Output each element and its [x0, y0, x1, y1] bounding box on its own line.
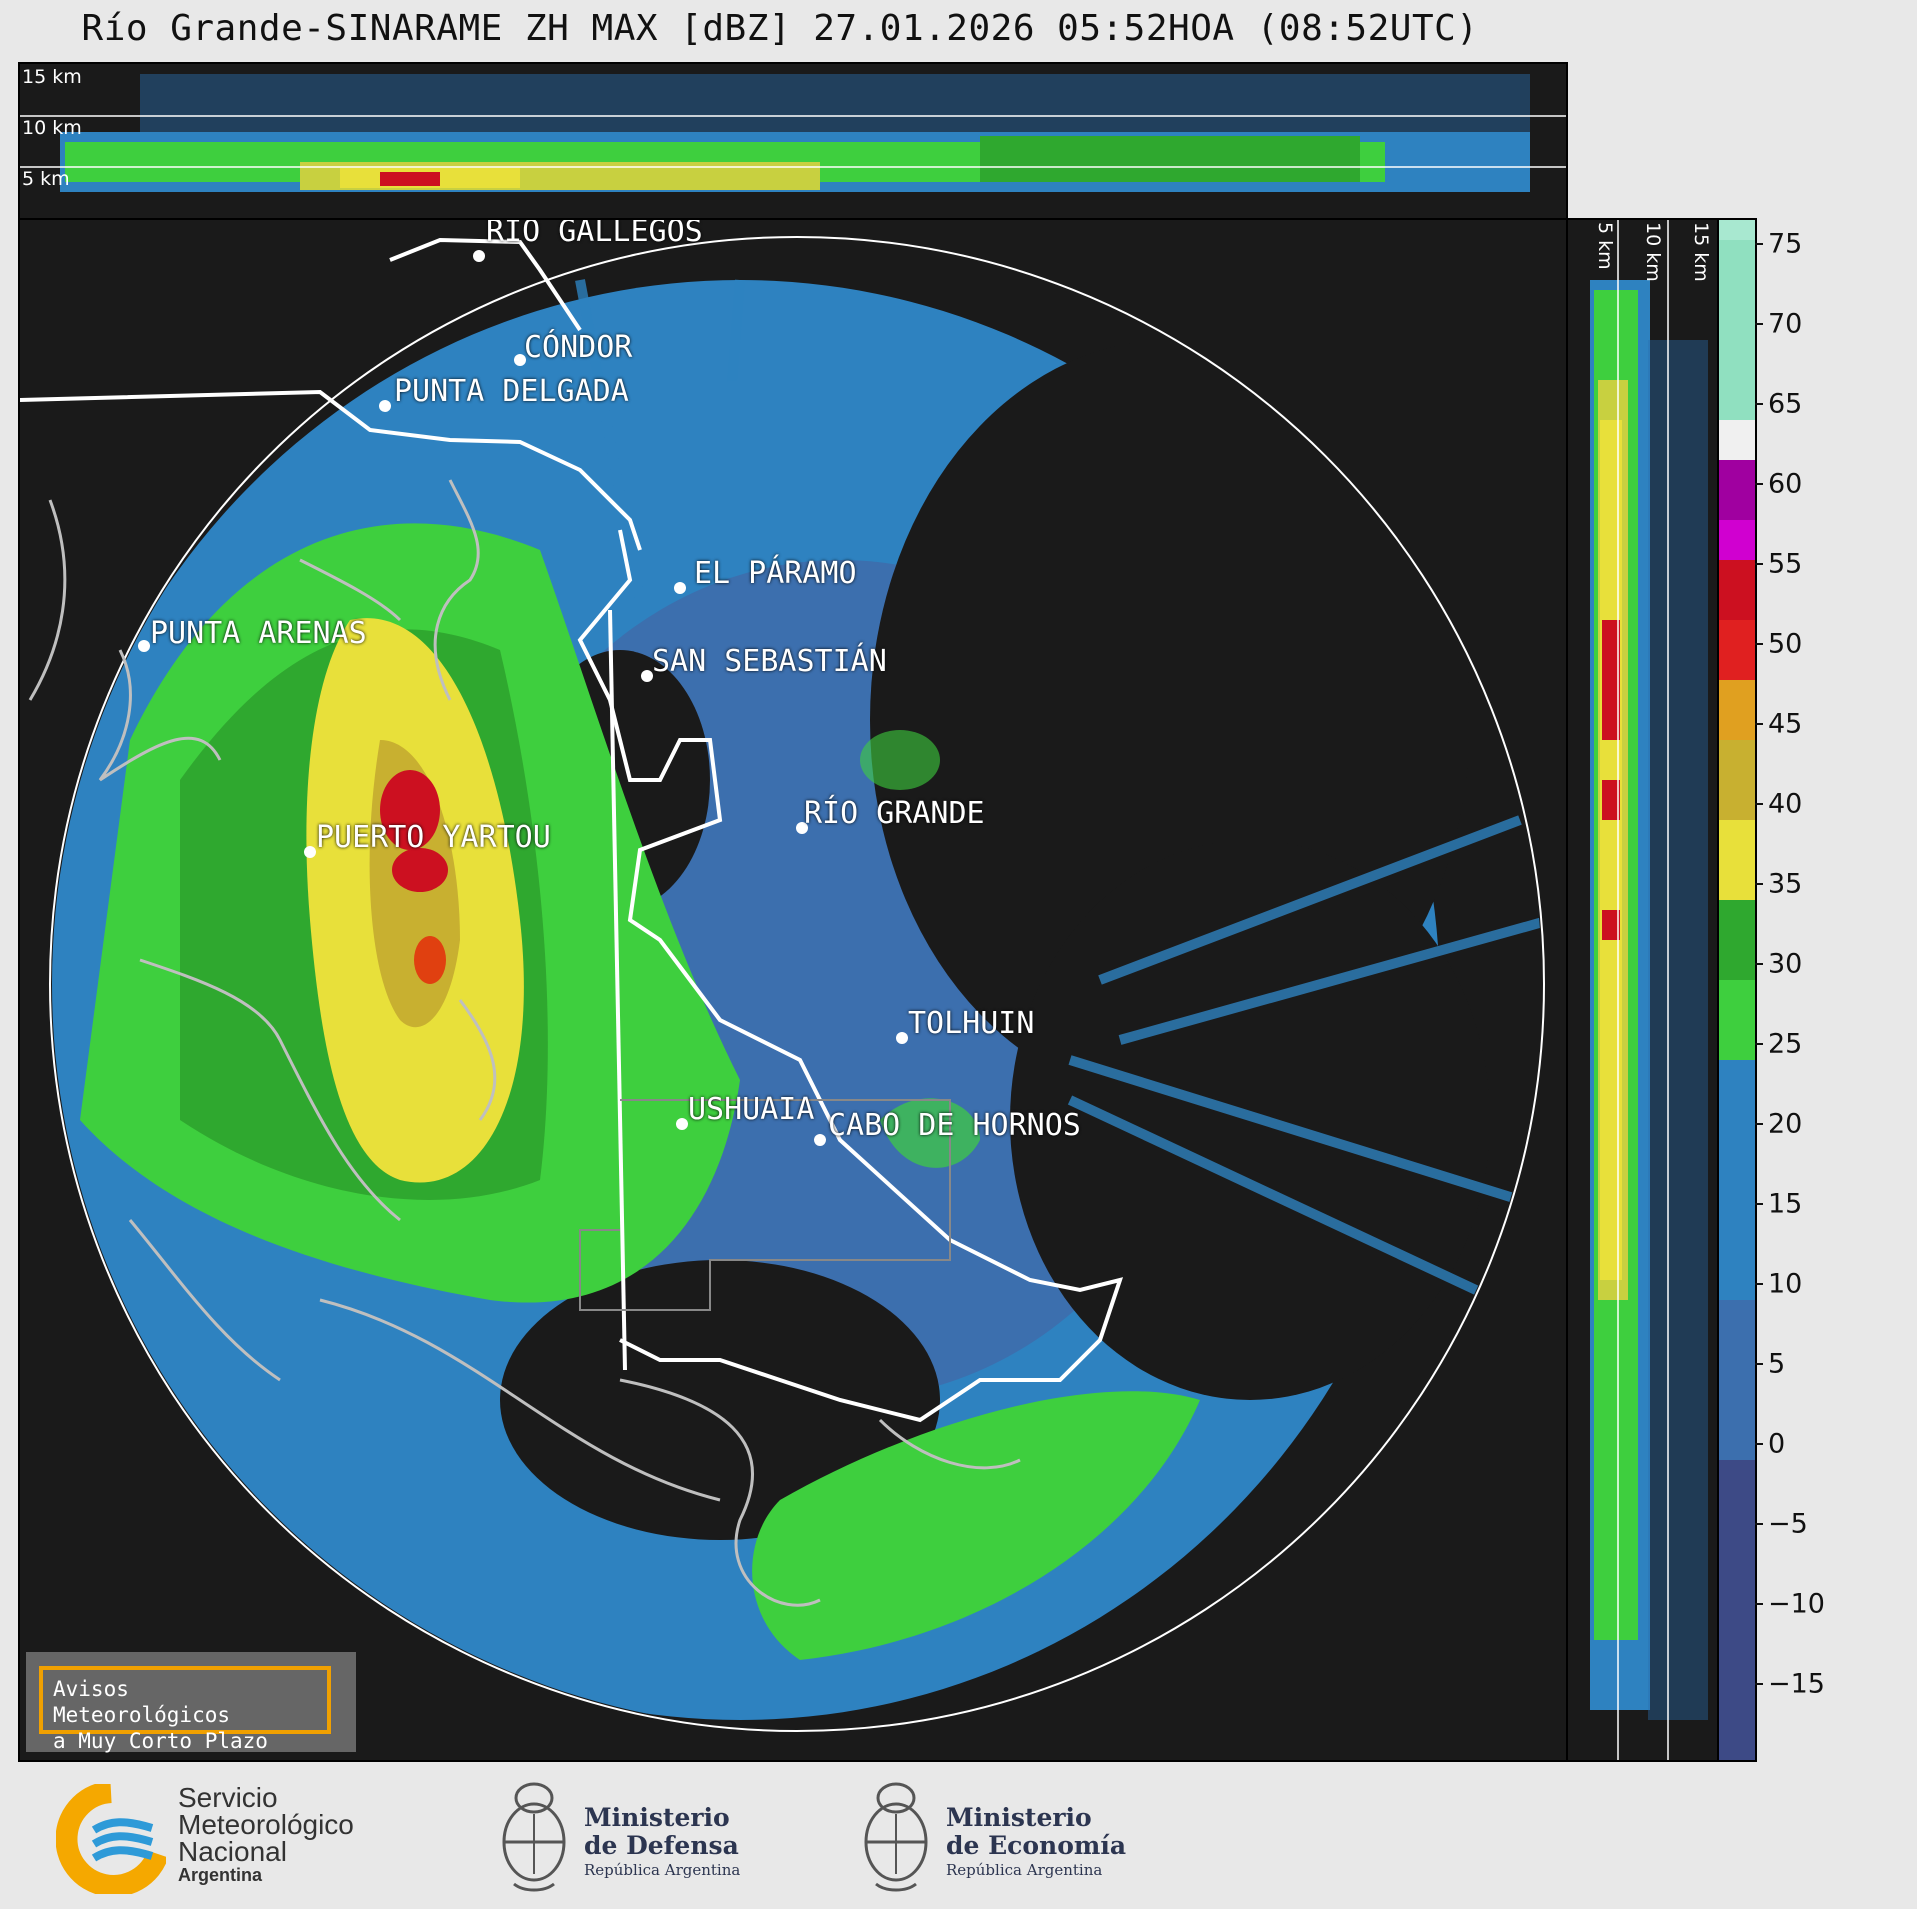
smn-logo-icon: [56, 1784, 166, 1894]
city-label-puerto-yartou: PUERTO YARTOU: [316, 820, 551, 855]
colorbar-label-55: 55: [1768, 548, 1803, 580]
defensa-logo: Ministerio de Defensa República Argentin…: [494, 1774, 754, 1900]
colorbar-tick: [1755, 1043, 1763, 1045]
colorbar-label-75: 75: [1768, 228, 1803, 260]
colorbar-tick: [1755, 1603, 1763, 1605]
colorbar-label-50: 50: [1768, 628, 1803, 660]
colorbar-tick: [1755, 323, 1763, 325]
colorbar-tick: [1755, 1123, 1763, 1125]
colorbar-tick: [1755, 243, 1763, 245]
smn-logo-line1: Servicio: [178, 1782, 278, 1813]
city-dot: [473, 250, 485, 262]
colorbar-label-60: 60: [1768, 468, 1803, 500]
defensa-logo-line3: República Argentina: [584, 1861, 741, 1879]
city-dot: [641, 670, 653, 682]
colorbar-tick: [1755, 403, 1763, 405]
side-height-label-5km: 5 km: [1594, 222, 1616, 270]
colorbar-label-minus5: −5: [1768, 1508, 1808, 1540]
colorbar-label-45: 45: [1768, 708, 1803, 740]
colorbar-label-minus15: −15: [1768, 1668, 1825, 1700]
city-label-san-sebastian: SAN SEBASTIÁN: [652, 644, 887, 679]
colorbar-label-40: 40: [1768, 788, 1803, 820]
colorbar-tick: [1755, 803, 1763, 805]
colorbar-label-minus10: −10: [1768, 1588, 1825, 1620]
side-cross-section-panel: 5 km 10 km 15 km: [1566, 218, 1720, 1762]
economia-logo: Ministerio de Economía República Argenti…: [856, 1774, 1136, 1900]
city-label-condor: CÓNDOR: [524, 330, 633, 365]
city-label-el-paramo: EL PÁRAMO: [694, 556, 857, 591]
colorbar-tick: [1755, 1363, 1763, 1365]
side-cross-section-plot: [1568, 220, 1718, 1760]
colorbar-tick: [1755, 1283, 1763, 1285]
notice-box-frame: Avisos Meteorológicos a Muy Corto Plazo: [39, 1666, 331, 1753]
notice-line-2: a Muy Corto Plazo: [53, 1729, 268, 1753]
colorbar-tick: [1755, 723, 1763, 725]
city-label-punta-delgada: PUNTA DELGADA: [394, 374, 629, 409]
colorbar-label-0: 0: [1768, 1428, 1786, 1460]
city-dot: [796, 822, 808, 834]
radar-map-panel: RÍO GALLEGOS CÓNDOR PUNTA DELGADA EL PÁR…: [18, 218, 1568, 1762]
colorbar-gradient: [1719, 220, 1755, 1760]
economia-logo-line3: República Argentina: [946, 1861, 1103, 1879]
colorbar-label-15: 15: [1768, 1188, 1803, 1220]
city-label-ushuaia: USHUAIA: [688, 1092, 815, 1127]
colorbar-tick: [1755, 883, 1763, 885]
side-height-label-10km: 10 km: [1642, 222, 1664, 282]
smn-logo-line2: Meteorológico: [178, 1809, 354, 1840]
top-height-label-15km: 15 km: [22, 66, 82, 88]
colorbar-tick: [1755, 1203, 1763, 1205]
city-dot: [814, 1134, 826, 1146]
city-label-tolhuin: TOLHUIN: [908, 1006, 1035, 1041]
radar-image: [20, 220, 1566, 1760]
map-title: Río Grande-SINARAME ZH MAX [dBZ] 27.01.2…: [81, 8, 1479, 49]
defensa-logo-line1: Ministerio: [584, 1803, 730, 1832]
economia-logo-line1: Ministerio: [946, 1803, 1092, 1832]
city-dot: [379, 400, 391, 412]
city-dot: [514, 354, 526, 366]
economia-logo-line2: de Economía: [946, 1831, 1127, 1860]
argentina-coat-of-arms-icon: [864, 1782, 928, 1892]
notice-box: Avisos Meteorológicos a Muy Corto Plazo: [26, 1652, 356, 1753]
side-height-label-15km: 15 km: [1690, 222, 1712, 282]
colorbar-label-65: 65: [1768, 388, 1803, 420]
top-height-label-10km: 10 km: [22, 117, 82, 139]
colorbar-tick: [1755, 1443, 1763, 1445]
colorbar-label-35: 35: [1768, 868, 1803, 900]
argentina-coat-of-arms-icon: [502, 1782, 566, 1892]
city-dot: [304, 846, 316, 858]
colorbar-tick: [1755, 1523, 1763, 1525]
city-label-cabo-de-hornos: CABO DE HORNOS: [828, 1108, 1081, 1143]
city-label-rio-grande: RÍO GRANDE: [804, 796, 985, 831]
colorbar-tick: [1755, 483, 1763, 485]
top-height-label-5km: 5 km: [22, 168, 70, 190]
colorbar-label-5: 5: [1768, 1348, 1786, 1380]
city-label-punta-arenas: PUNTA ARENAS: [150, 616, 367, 651]
colorbar-label-20: 20: [1768, 1108, 1803, 1140]
colorbar-tick: [1755, 563, 1763, 565]
colorbar-tick: [1755, 1683, 1763, 1685]
top-cross-section-panel: 15 km 10 km 5 km: [18, 62, 1568, 220]
city-dot: [676, 1118, 688, 1130]
colorbar-label-30: 30: [1768, 948, 1803, 980]
city-dot: [674, 582, 686, 594]
smn-logo: Servicio Meteorológico Nacional Argentin…: [56, 1784, 396, 1894]
city-dot: [138, 640, 150, 652]
city-label-rio-gallegos: RÍO GALLEGOS: [486, 218, 703, 249]
top-cross-section-plot: [20, 64, 1566, 218]
city-dot: [896, 1032, 908, 1044]
smn-logo-line3: Nacional: [178, 1836, 287, 1867]
smn-logo-line4: Argentina: [178, 1865, 263, 1885]
colorbar-tick: [1755, 963, 1763, 965]
colorbar-label-10: 10: [1768, 1268, 1803, 1300]
colorbar-label-70: 70: [1768, 308, 1803, 340]
colorbar-label-25: 25: [1768, 1028, 1803, 1060]
dbz-colorbar: [1717, 218, 1757, 1762]
colorbar-tick: [1755, 643, 1763, 645]
notice-line-1: Avisos Meteorológicos: [53, 1677, 231, 1727]
defensa-logo-line2: de Defensa: [584, 1831, 739, 1860]
